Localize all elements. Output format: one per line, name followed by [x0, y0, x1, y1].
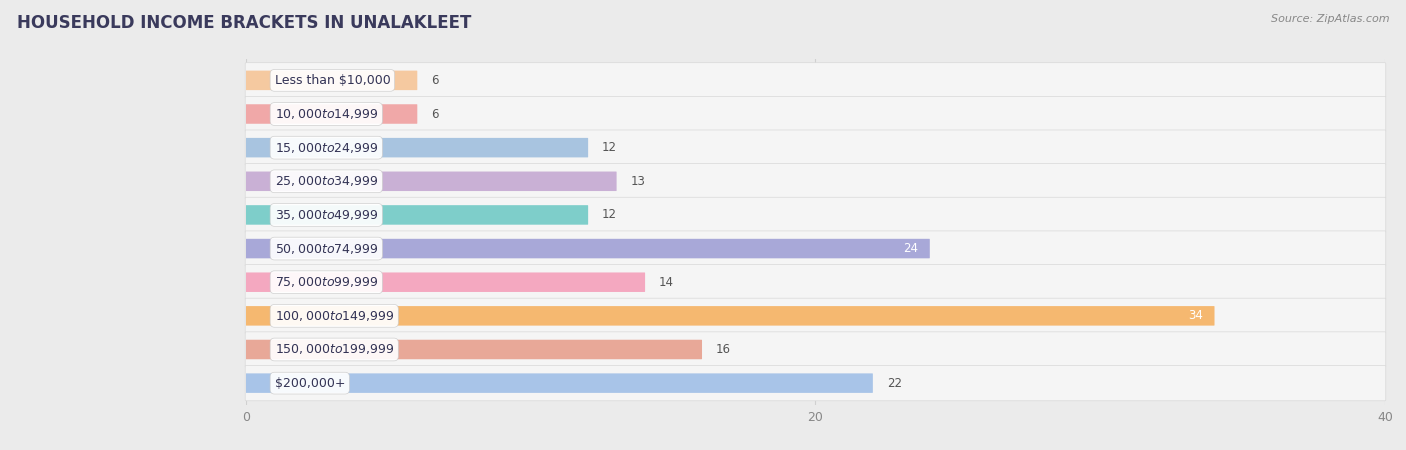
FancyBboxPatch shape: [245, 332, 1386, 367]
Text: 34: 34: [1188, 309, 1202, 322]
Text: HOUSEHOLD INCOME BRACKETS IN UNALAKLEET: HOUSEHOLD INCOME BRACKETS IN UNALAKLEET: [17, 14, 471, 32]
Text: $15,000 to $24,999: $15,000 to $24,999: [274, 141, 378, 155]
Text: $100,000 to $149,999: $100,000 to $149,999: [274, 309, 394, 323]
Text: 24: 24: [903, 242, 918, 255]
Text: $50,000 to $74,999: $50,000 to $74,999: [274, 242, 378, 256]
Text: Less than $10,000: Less than $10,000: [274, 74, 391, 87]
FancyBboxPatch shape: [246, 239, 929, 258]
FancyBboxPatch shape: [246, 71, 418, 90]
Text: Source: ZipAtlas.com: Source: ZipAtlas.com: [1271, 14, 1389, 23]
Text: 22: 22: [887, 377, 901, 390]
FancyBboxPatch shape: [245, 164, 1386, 199]
FancyBboxPatch shape: [246, 306, 1215, 326]
FancyBboxPatch shape: [246, 138, 588, 157]
FancyBboxPatch shape: [245, 365, 1386, 401]
Text: 6: 6: [432, 108, 439, 121]
Text: 12: 12: [602, 208, 617, 221]
FancyBboxPatch shape: [245, 231, 1386, 266]
FancyBboxPatch shape: [246, 171, 617, 191]
Text: $10,000 to $14,999: $10,000 to $14,999: [274, 107, 378, 121]
FancyBboxPatch shape: [245, 197, 1386, 233]
Text: 16: 16: [716, 343, 731, 356]
FancyBboxPatch shape: [245, 130, 1386, 165]
FancyBboxPatch shape: [245, 265, 1386, 300]
FancyBboxPatch shape: [245, 63, 1386, 98]
FancyBboxPatch shape: [246, 374, 873, 393]
Text: $75,000 to $99,999: $75,000 to $99,999: [274, 275, 378, 289]
Text: 12: 12: [602, 141, 617, 154]
Text: 14: 14: [659, 276, 673, 289]
Text: 6: 6: [432, 74, 439, 87]
Text: $35,000 to $49,999: $35,000 to $49,999: [274, 208, 378, 222]
Text: $150,000 to $199,999: $150,000 to $199,999: [274, 342, 394, 356]
FancyBboxPatch shape: [246, 272, 645, 292]
FancyBboxPatch shape: [245, 298, 1386, 333]
Text: 13: 13: [630, 175, 645, 188]
FancyBboxPatch shape: [246, 340, 702, 359]
FancyBboxPatch shape: [246, 205, 588, 225]
Text: $25,000 to $34,999: $25,000 to $34,999: [274, 174, 378, 188]
FancyBboxPatch shape: [245, 96, 1386, 132]
Text: $200,000+: $200,000+: [274, 377, 344, 390]
FancyBboxPatch shape: [246, 104, 418, 124]
